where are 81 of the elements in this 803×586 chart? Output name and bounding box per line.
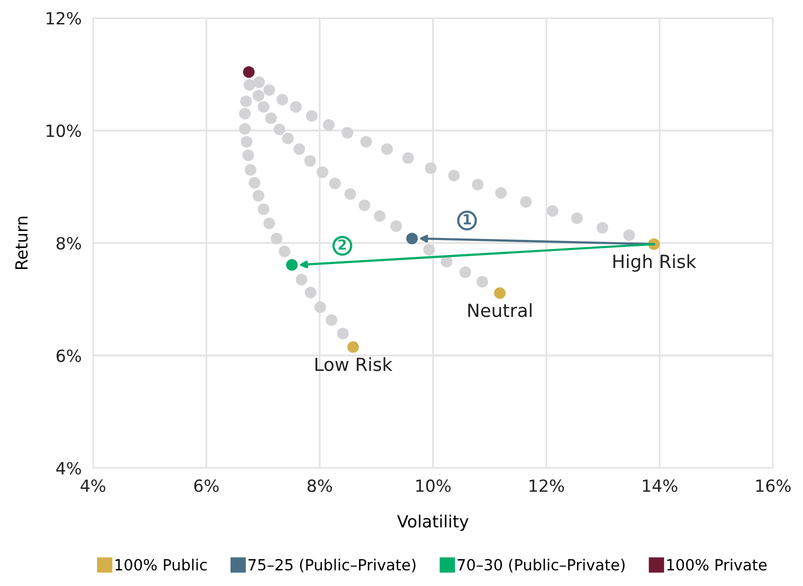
point bbox=[258, 203, 270, 216]
annotation: High Risk bbox=[613, 254, 696, 272]
point bbox=[239, 123, 251, 135]
point bbox=[242, 149, 254, 162]
point bbox=[337, 328, 349, 340]
point bbox=[286, 259, 298, 271]
point bbox=[304, 286, 316, 298]
point bbox=[424, 162, 437, 174]
x-tick-label: 14% bbox=[642, 479, 678, 492]
y-tick-label: 12% bbox=[46, 12, 81, 25]
x-tick-label: 16% bbox=[756, 479, 791, 492]
point bbox=[244, 79, 256, 91]
point bbox=[472, 178, 484, 190]
point bbox=[244, 164, 256, 176]
point bbox=[252, 90, 264, 102]
x-tick-label: 6% bbox=[194, 479, 219, 492]
point bbox=[278, 246, 290, 258]
point bbox=[322, 119, 335, 131]
point bbox=[623, 229, 635, 241]
point bbox=[258, 101, 270, 113]
point bbox=[304, 155, 316, 167]
point bbox=[402, 152, 414, 164]
point bbox=[329, 178, 341, 190]
point bbox=[270, 232, 282, 244]
point bbox=[476, 276, 488, 288]
point bbox=[494, 287, 506, 299]
point bbox=[293, 143, 306, 155]
point bbox=[406, 232, 418, 244]
legend-label: 100% Public bbox=[116, 558, 207, 571]
point bbox=[423, 244, 435, 256]
point bbox=[347, 341, 359, 353]
point bbox=[239, 108, 251, 120]
point bbox=[571, 212, 583, 224]
point bbox=[316, 166, 328, 178]
point bbox=[358, 200, 370, 212]
annotation: Neutral bbox=[468, 303, 532, 318]
x-axis-title: Volatility bbox=[397, 514, 468, 531]
point bbox=[274, 124, 286, 136]
y-axis-title: Return bbox=[15, 216, 28, 270]
point bbox=[520, 196, 532, 208]
annotation: 1 bbox=[464, 214, 471, 224]
annotation: Low Risk bbox=[316, 357, 392, 372]
point bbox=[265, 112, 277, 124]
y-tick-label: 8% bbox=[56, 236, 81, 250]
point bbox=[596, 222, 608, 234]
point bbox=[252, 190, 264, 202]
point bbox=[240, 95, 252, 108]
x-tick-label: 12% bbox=[530, 479, 564, 492]
point bbox=[314, 301, 326, 313]
point bbox=[282, 132, 294, 144]
point bbox=[342, 126, 354, 139]
x-tick-label: 8% bbox=[308, 479, 332, 492]
point bbox=[296, 274, 308, 286]
point bbox=[448, 170, 460, 182]
legend-label: 100% Private bbox=[667, 558, 767, 571]
point bbox=[390, 220, 402, 232]
point bbox=[344, 188, 356, 200]
y-tick-label: 4% bbox=[56, 462, 81, 475]
point bbox=[360, 136, 372, 148]
point bbox=[276, 94, 288, 106]
point bbox=[248, 177, 260, 189]
y-tick-label: 6% bbox=[56, 349, 81, 362]
y-tick-label: 10% bbox=[46, 124, 81, 138]
legend-label: 75–25 (Public–Private) bbox=[248, 558, 416, 572]
point bbox=[546, 205, 558, 217]
x-tick-label: 10% bbox=[416, 479, 451, 492]
x-tick-label: 4% bbox=[80, 479, 106, 492]
point bbox=[306, 110, 318, 122]
point bbox=[240, 136, 252, 148]
legend-label: 70–30 (Public–Private) bbox=[458, 558, 625, 572]
annotation: 2 bbox=[338, 239, 346, 250]
point bbox=[263, 84, 276, 96]
point bbox=[374, 210, 386, 222]
point bbox=[495, 187, 507, 199]
point bbox=[263, 218, 276, 230]
point bbox=[243, 66, 255, 78]
point bbox=[381, 143, 393, 155]
point bbox=[253, 76, 265, 88]
point bbox=[326, 314, 338, 326]
point bbox=[290, 101, 302, 113]
point bbox=[459, 266, 472, 278]
